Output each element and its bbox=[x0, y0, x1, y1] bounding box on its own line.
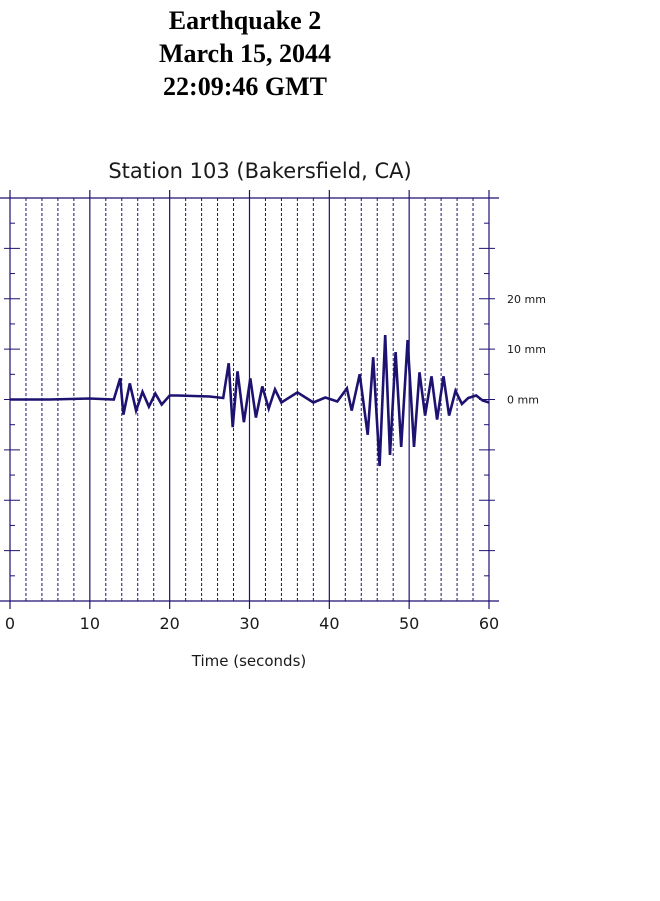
amplitude-label: 20 mm bbox=[507, 293, 546, 306]
earthquake-time: 22:09:46 GMT bbox=[163, 72, 327, 101]
x-tick-label: 0 bbox=[5, 614, 15, 633]
earthquake-name: Earthquake 2 bbox=[168, 6, 322, 35]
amplitude-label: 10 mm bbox=[507, 343, 546, 356]
x-tick-label: 30 bbox=[239, 614, 259, 633]
x-tick-label: 40 bbox=[319, 614, 339, 633]
x-axis-label: Time (seconds) bbox=[191, 652, 307, 670]
x-tick-label: 50 bbox=[399, 614, 419, 633]
seismogram-trace bbox=[10, 334, 490, 467]
amplitude-labels: 20 mm 10 mm 0 mm bbox=[507, 293, 546, 407]
x-tick-label: 60 bbox=[479, 614, 499, 633]
amplitude-label: 0 mm bbox=[507, 394, 539, 407]
plot-frame bbox=[0, 197, 499, 602]
earthquake-date: March 15, 2044 bbox=[158, 39, 332, 68]
x-tick-labels: 0 10 20 30 40 50 60 bbox=[5, 614, 499, 633]
seismogram-trace-group bbox=[10, 334, 490, 467]
x-tick-label: 20 bbox=[159, 614, 179, 633]
earthquake-header: Earthquake 2 March 15, 2044 22:09:46 GMT bbox=[0, 4, 490, 103]
x-tick-label: 10 bbox=[80, 614, 100, 633]
chart-title: Station 103 (Bakersfield, CA) bbox=[108, 159, 411, 183]
